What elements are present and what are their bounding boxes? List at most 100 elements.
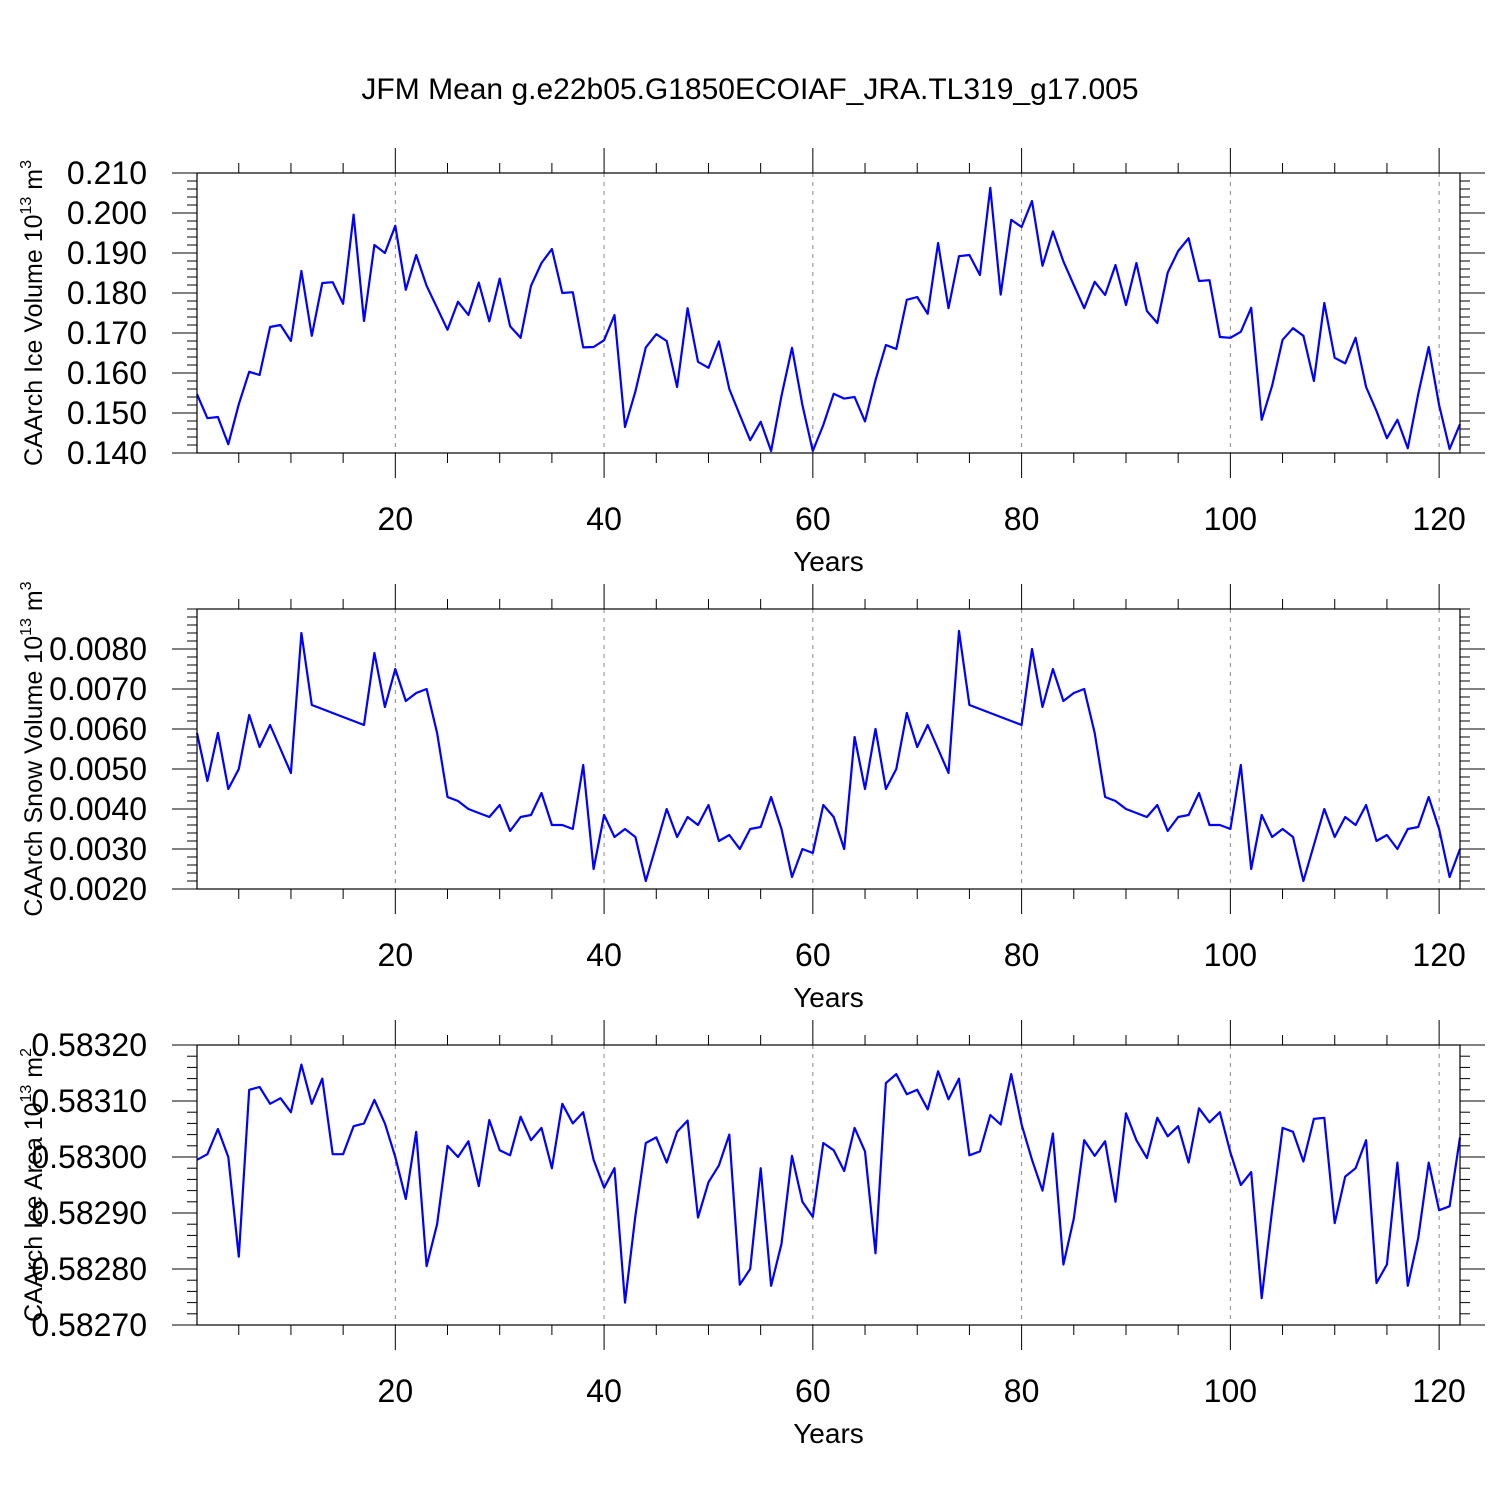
data-point bbox=[363, 1122, 365, 1124]
data-point bbox=[989, 1114, 991, 1116]
data-point bbox=[217, 416, 219, 418]
y-tick-label: 0.150 bbox=[67, 395, 147, 431]
data-point bbox=[937, 242, 939, 244]
data-point bbox=[1073, 284, 1075, 286]
data-point bbox=[1438, 828, 1440, 830]
data-point bbox=[426, 688, 428, 690]
data-point bbox=[1125, 1112, 1127, 1114]
data-point bbox=[1375, 410, 1377, 412]
data-point bbox=[885, 344, 887, 346]
data-point bbox=[1240, 1184, 1242, 1186]
data-point bbox=[770, 450, 772, 452]
data-point bbox=[436, 1223, 438, 1225]
data-point bbox=[1146, 310, 1148, 312]
data-point bbox=[1313, 1118, 1315, 1120]
data-point bbox=[822, 1142, 824, 1144]
series-line bbox=[196, 1063, 1462, 1304]
plot-frame bbox=[196, 608, 1461, 890]
data-point bbox=[415, 1131, 417, 1133]
data-point bbox=[1208, 824, 1210, 826]
data-point bbox=[906, 299, 908, 301]
plot-frame bbox=[196, 172, 1461, 454]
data-point bbox=[394, 1156, 396, 1158]
data-point bbox=[373, 244, 375, 246]
data-point bbox=[770, 796, 772, 798]
data-point bbox=[1271, 1209, 1273, 1211]
data-point bbox=[739, 848, 741, 850]
data-point bbox=[645, 880, 647, 882]
data-point bbox=[874, 1252, 876, 1254]
y-tick-label: 0.58320 bbox=[31, 1027, 147, 1063]
data-point bbox=[1031, 1159, 1033, 1161]
y-axis-label: CAArch Ice Volume 1013 m3 bbox=[18, 160, 48, 466]
data-point bbox=[248, 1089, 250, 1091]
data-point bbox=[290, 340, 292, 342]
data-point bbox=[1292, 1131, 1294, 1133]
data-point bbox=[530, 814, 532, 816]
data-point bbox=[895, 348, 897, 350]
data-point bbox=[467, 1140, 469, 1142]
data-point bbox=[1396, 848, 1398, 850]
data-point bbox=[1438, 1209, 1440, 1211]
data-point bbox=[363, 724, 365, 726]
data-point bbox=[457, 800, 459, 802]
data-point bbox=[697, 824, 699, 826]
data-point bbox=[332, 712, 334, 714]
data-point bbox=[948, 307, 950, 309]
data-point bbox=[801, 848, 803, 850]
data-point bbox=[676, 836, 678, 838]
data-point bbox=[1365, 804, 1367, 806]
data-point bbox=[509, 325, 511, 327]
data-point bbox=[927, 724, 929, 726]
data-point bbox=[1010, 1073, 1012, 1075]
data-point bbox=[937, 1070, 939, 1072]
x-tick-label: 20 bbox=[378, 937, 414, 973]
data-point bbox=[1355, 1167, 1357, 1169]
data-point bbox=[1177, 1125, 1179, 1127]
data-point bbox=[906, 712, 908, 714]
data-point bbox=[1041, 265, 1043, 267]
data-point bbox=[1261, 814, 1263, 816]
data-point bbox=[373, 1099, 375, 1101]
data-point bbox=[1115, 264, 1117, 266]
data-point bbox=[968, 254, 970, 256]
data-point bbox=[509, 830, 511, 832]
data-point bbox=[916, 746, 918, 748]
data-point bbox=[1271, 836, 1273, 838]
data-point bbox=[206, 780, 208, 782]
y-tick-label: 0.140 bbox=[67, 435, 147, 471]
y-axis-label-unit: m bbox=[20, 1057, 48, 1085]
data-point bbox=[1407, 447, 1409, 449]
plot-frame bbox=[196, 1044, 1461, 1326]
data-point bbox=[290, 1111, 292, 1113]
data-point bbox=[854, 1127, 856, 1129]
data-point bbox=[895, 1073, 897, 1075]
data-point bbox=[1302, 335, 1304, 337]
data-point bbox=[457, 1156, 459, 1158]
data-point bbox=[1449, 876, 1451, 878]
data-point bbox=[833, 393, 835, 395]
data-point bbox=[561, 1103, 563, 1105]
data-point bbox=[822, 424, 824, 426]
data-point bbox=[666, 1162, 668, 1164]
data-point bbox=[1083, 307, 1085, 309]
data-point bbox=[227, 788, 229, 790]
data-point bbox=[1146, 816, 1148, 818]
data-point bbox=[1407, 828, 1409, 830]
data-point bbox=[321, 708, 323, 710]
data-point bbox=[467, 314, 469, 316]
data-point bbox=[927, 313, 929, 315]
data-point bbox=[259, 746, 261, 748]
data-point bbox=[259, 374, 261, 376]
data-point bbox=[760, 1167, 762, 1169]
data-point bbox=[206, 417, 208, 419]
data-point bbox=[1104, 796, 1106, 798]
y-tick-label: 0.180 bbox=[67, 275, 147, 311]
data-point bbox=[447, 329, 449, 331]
data-point bbox=[1271, 385, 1273, 387]
data-point bbox=[864, 1150, 866, 1152]
data-point bbox=[509, 1154, 511, 1156]
data-point bbox=[540, 792, 542, 794]
data-point bbox=[843, 848, 845, 850]
